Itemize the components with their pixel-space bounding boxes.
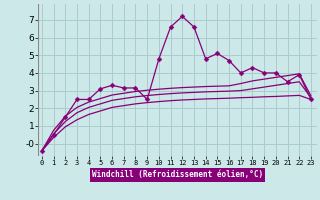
X-axis label: Windchill (Refroidissement éolien,°C): Windchill (Refroidissement éolien,°C) [92, 170, 263, 179]
